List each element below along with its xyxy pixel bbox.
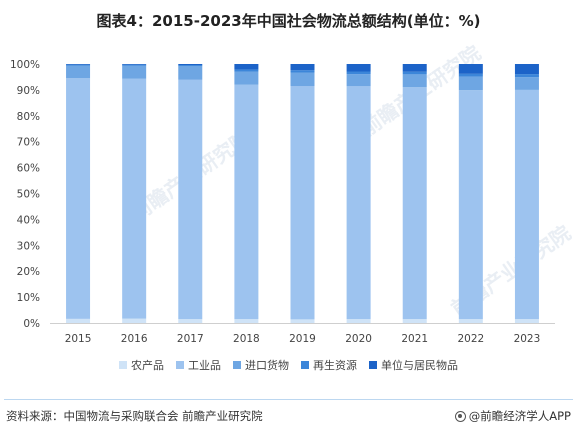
x-tick-label: 2017 — [177, 333, 204, 345]
y-tick-label: 40% — [17, 214, 40, 226]
bar-segment — [122, 64, 147, 65]
bar-segment — [402, 87, 427, 320]
stacked-bar-chart: 0% 10% 20% 30% 40% 50% 60% 70% 80% 90% 100% 2015 201… — [10, 59, 555, 345]
legend-label: 工业品 — [188, 359, 221, 372]
y-tick-label: 10% — [17, 292, 40, 304]
bar-segment — [178, 79, 203, 320]
y-tick-label: 70% — [17, 137, 40, 149]
bar-segment — [402, 71, 427, 75]
bar-segment — [122, 318, 147, 323]
legend-label: 进口货物 — [245, 359, 289, 372]
x-tick-label: 2019 — [289, 333, 316, 345]
bar-segment — [290, 64, 315, 71]
legend-item: 单位与居民物品 — [369, 357, 458, 373]
bar-segment — [66, 78, 91, 319]
bar-segment — [402, 74, 427, 88]
bar-segment — [290, 86, 315, 320]
bar-segment — [402, 64, 427, 72]
bar-segment — [514, 77, 539, 90]
bar-segment — [346, 319, 371, 323]
y-tick-label: 100% — [10, 59, 40, 71]
legend-swatch — [233, 361, 241, 369]
bar-segment — [178, 64, 203, 66]
x-tick-label: 2022 — [457, 333, 484, 345]
x-tick-label: 2021 — [401, 333, 428, 345]
bar-segment — [458, 90, 483, 320]
x-tick-label: 2015 — [65, 333, 92, 345]
bar-segment — [514, 74, 539, 78]
bar-segment — [402, 319, 427, 323]
bar-segment — [234, 69, 259, 72]
bar-segment — [178, 65, 203, 67]
brand-label: @前瞻经济学人APP — [468, 409, 571, 423]
bar-segment — [346, 74, 371, 87]
legend-label: 单位与居民物品 — [381, 359, 458, 372]
bar-segment — [122, 64, 147, 66]
legend-item: 农产品 — [119, 357, 164, 373]
bar-segment — [290, 319, 315, 323]
y-tick-label: 80% — [17, 111, 40, 123]
chart-legend: 农产品 工业品 进口货物 再生资源 单位与居民物品 — [0, 357, 577, 373]
footer: 资料来源：中国物流与采购联合会 前瞻产业研究院 @前瞻经济学人APP — [4, 399, 573, 423]
bar-segment — [346, 86, 371, 320]
bar-segment — [178, 319, 203, 323]
bar-segment — [290, 70, 315, 73]
bar-segment — [66, 318, 91, 323]
legend-item: 工业品 — [176, 357, 221, 373]
legend-item: 进口货物 — [233, 357, 289, 373]
legend-swatch — [176, 361, 184, 369]
legend-swatch — [119, 361, 127, 369]
y-tick-label: 30% — [17, 240, 40, 252]
brand-logo-icon — [454, 410, 466, 422]
bar-segment — [178, 66, 203, 80]
bar-segment — [458, 319, 483, 323]
bar-segment — [458, 76, 483, 91]
bar-segment — [66, 65, 91, 79]
bar-segment — [66, 64, 91, 66]
bar-segment — [346, 64, 371, 72]
bar-segment — [66, 64, 91, 65]
legend-swatch — [301, 361, 309, 369]
bar-segment — [122, 78, 147, 319]
y-tick-label: 60% — [17, 163, 40, 175]
bar-segment — [122, 65, 147, 79]
bar-segment — [346, 71, 371, 75]
y-tick-label: 90% — [17, 85, 40, 97]
bar-segment — [458, 73, 483, 77]
bar-segment — [234, 319, 259, 323]
bar-segment — [514, 89, 539, 320]
y-tick-label: 50% — [17, 189, 40, 201]
brand: @前瞻经济学人APP — [454, 408, 571, 424]
y-tick-label: 20% — [17, 266, 40, 278]
legend-item: 再生资源 — [301, 357, 357, 373]
x-tick-label: 2020 — [345, 333, 372, 345]
bar-segment — [514, 64, 539, 75]
legend-label: 农产品 — [131, 359, 164, 372]
chart-title: 图表4：2015-2023年中国社会物流总额结构(单位：%) — [96, 12, 481, 30]
legend-label: 再生资源 — [313, 359, 357, 372]
bar-segment — [234, 71, 259, 85]
bar-segment — [234, 64, 259, 70]
x-tick-label: 2023 — [514, 333, 541, 345]
y-tick-label: 0% — [23, 318, 40, 330]
x-tick-label: 2018 — [233, 333, 260, 345]
x-tick-label: 2016 — [121, 333, 148, 345]
source-note: 资料来源：中国物流与采购联合会 前瞻产业研究院 — [6, 409, 263, 423]
bar-segment — [290, 72, 315, 87]
legend-swatch — [369, 361, 377, 369]
bar-segment — [234, 84, 259, 320]
bar-segment — [514, 319, 539, 323]
bar-segment — [458, 64, 483, 74]
